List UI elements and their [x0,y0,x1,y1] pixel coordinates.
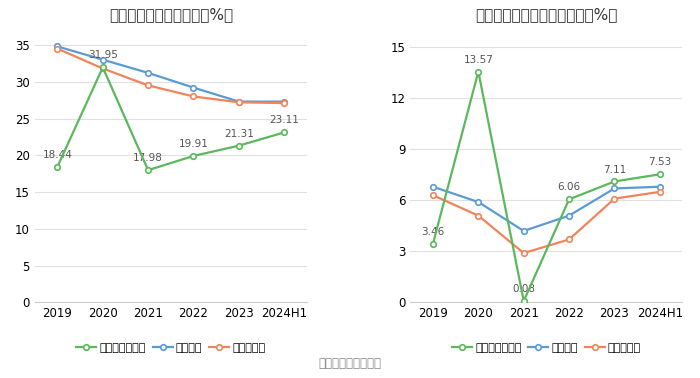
行业均值 [144,71,153,75]
Text: 13.57: 13.57 [463,55,494,65]
Text: 7.53: 7.53 [648,157,671,167]
行业中位数 [610,197,619,201]
有息资产负债率 [519,299,528,303]
行业中位数 [99,66,107,71]
行业中位数 [656,189,664,194]
行业均值 [656,184,664,189]
有息资产负债率 [429,241,438,246]
行业中位数 [474,213,482,218]
Line: 行业中位数: 行业中位数 [430,189,663,256]
行业均值 [189,85,197,90]
行业均值 [99,57,107,62]
行业中位数 [429,193,438,197]
行业中位数 [280,101,288,105]
行业均值 [234,99,243,104]
行业中位数 [234,100,243,105]
Line: 行业均值: 行业均值 [55,43,287,104]
公司资产负债率 [144,168,153,172]
公司资产负债率 [99,65,107,70]
有息资产负债率 [474,69,482,74]
Title: 近年来资产负债率情况（%）: 近年来资产负债率情况（%） [108,7,233,22]
公司资产负债率 [189,154,197,158]
Text: 17.98: 17.98 [133,153,163,163]
Text: 6.06: 6.06 [557,182,580,192]
行业均值 [53,44,62,49]
公司资产负债率 [280,130,288,135]
Text: 7.11: 7.11 [603,164,626,175]
行业中位数 [144,83,153,88]
行业均值 [565,213,573,218]
行业均值 [474,200,482,204]
行业均值 [519,229,528,233]
Text: 0.08: 0.08 [512,284,536,294]
Text: 23.11: 23.11 [270,115,299,125]
有息资产负债率 [565,197,573,201]
公司资产负债率 [234,143,243,148]
行业均值 [280,99,288,104]
Text: 数据来源：恒生聚源: 数据来源：恒生聚源 [318,358,382,370]
行业中位数 [565,237,573,242]
Legend: 公司资产负债率, 行业均值, 行业中位数: 公司资产负债率, 行业均值, 行业中位数 [76,343,265,353]
Line: 行业中位数: 行业中位数 [55,46,287,106]
行业中位数 [53,46,62,51]
有息资产负债率 [656,172,664,177]
行业均值 [429,184,438,189]
行业均值 [610,186,619,191]
Line: 行业均值: 行业均值 [430,184,663,234]
Line: 有息资产负债率: 有息资产负债率 [430,69,663,304]
有息资产负债率 [610,179,619,184]
Text: 21.31: 21.31 [224,129,254,139]
Text: 3.46: 3.46 [421,226,444,237]
Legend: 有息资产负债率, 行业均值, 行业中位数: 有息资产负债率, 行业均值, 行业中位数 [452,343,641,353]
行业中位数 [519,251,528,256]
Text: 31.95: 31.95 [88,50,118,60]
行业中位数 [189,94,197,99]
Line: 公司资产负债率: 公司资产负债率 [55,65,287,173]
Text: 19.91: 19.91 [178,139,209,149]
公司资产负债率 [53,164,62,169]
Title: 近年来有息资产负债率情况（%）: 近年来有息资产负债率情况（%） [475,7,617,22]
Text: 18.44: 18.44 [43,150,72,160]
